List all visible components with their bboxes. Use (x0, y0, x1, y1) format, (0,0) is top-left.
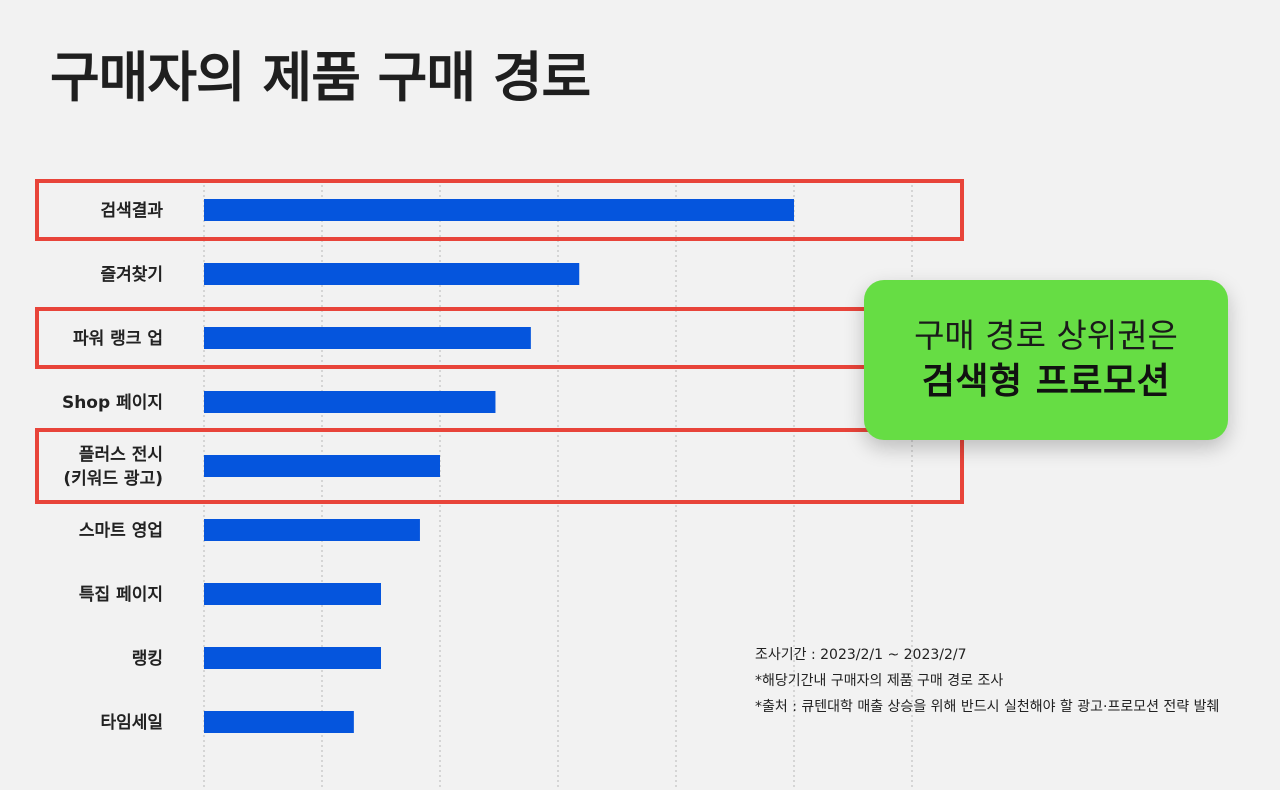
category-label: 랭킹 (132, 649, 163, 669)
category-label-line: 플러스 전시 (79, 445, 163, 465)
category-label-line: 타임세일 (100, 712, 163, 733)
note-survey-period: 조사기간 : 2023/2/1 ~ 2023/2/7 (755, 647, 967, 663)
highlight-box (35, 179, 964, 241)
survey-notes: 조사기간 : 2023/2/1 ~ 2023/2/7 *해당기간내 구매자의 제… (755, 642, 1219, 720)
category-label: 타임세일 (100, 712, 163, 733)
category-label: 즐겨찾기 (100, 264, 163, 285)
category-label-line: 즐겨찾기 (100, 264, 163, 285)
category-label: 특집 페이지 (79, 585, 163, 605)
bar (204, 455, 440, 477)
callout-line-2: 검색형 프로모션 (921, 360, 1171, 402)
bar (204, 327, 531, 349)
category-label-line: Shop 페이지 (62, 393, 163, 413)
category-label-line: 검색결과 (100, 201, 163, 221)
bar (204, 647, 381, 669)
page-title: 구매자의 제품 구매 경로 (50, 46, 591, 109)
category-label-line: (키워드 광고) (63, 469, 163, 489)
callout-box: 구매 경로 상위권은 검색형 프로모션 (864, 280, 1228, 440)
bar (204, 583, 381, 605)
bar (204, 711, 354, 733)
category-label: 파워 랭크 업 (73, 329, 163, 349)
category-label: Shop 페이지 (62, 393, 163, 413)
highlight-box (35, 428, 964, 504)
category-label: 검색결과 (100, 201, 163, 221)
bar (204, 263, 580, 285)
bar (204, 199, 794, 221)
category-label: 플러스 전시 (키워드 광고) (63, 445, 163, 489)
bar (204, 519, 420, 541)
note-description: *해당기간내 구매자의 제품 구매 경로 조사 (755, 673, 1004, 689)
category-label-line: 파워 랭크 업 (73, 329, 163, 349)
callout-line-1: 구매 경로 상위권은 (914, 316, 1178, 356)
category-label-line: 랭킹 (132, 649, 163, 669)
bar (204, 391, 496, 413)
note-source: *출처 : 큐텐대학 매출 상승을 위해 반드시 실천해야 할 광고·프로모션 … (755, 699, 1220, 715)
category-label-line: 특집 페이지 (79, 585, 163, 605)
category-label-line: 스마트 영업 (79, 521, 163, 541)
category-label: 스마트 영업 (79, 521, 163, 541)
